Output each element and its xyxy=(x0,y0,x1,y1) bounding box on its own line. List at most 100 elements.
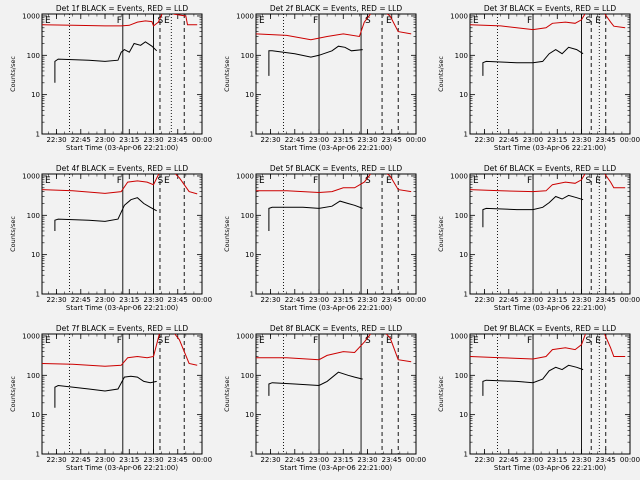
x-tick-label: 23:15 xyxy=(119,136,139,144)
x-axis-label: Start Time (03-Apr-06 22:21:00) xyxy=(494,144,606,152)
x-tick-label: 23:30 xyxy=(357,456,377,464)
x-tick-label: 23:45 xyxy=(596,136,616,144)
x-tick-label: 23:45 xyxy=(596,456,616,464)
x-tick-label: 23:00 xyxy=(95,136,115,144)
y-tick-label: 100 xyxy=(455,52,468,60)
y-axis-label: Counts/sec xyxy=(223,56,231,92)
x-tick-label: 22:45 xyxy=(285,136,305,144)
y-tick-label: 100 xyxy=(241,52,254,60)
y-tick-label: 1 xyxy=(36,451,40,459)
x-tick-label: 22:30 xyxy=(46,136,66,144)
region-label: E xyxy=(45,176,51,186)
x-tick-label: 23:45 xyxy=(382,456,402,464)
region-label: E xyxy=(595,336,601,346)
region-label: S xyxy=(586,16,592,26)
y-axis-label: Counts/sec xyxy=(223,216,231,252)
plot-frame xyxy=(255,333,417,455)
y-tick-label: 1000 xyxy=(236,172,254,180)
x-axis-label: Start Time (03-Apr-06 22:21:00) xyxy=(66,144,178,152)
region-label: E xyxy=(259,336,265,346)
panel-det-3: Det 3f BLACK = Events, RED = LLD Counts/s… xyxy=(437,4,640,152)
series-line-events xyxy=(54,197,157,231)
y-tick-label: 10 xyxy=(31,91,40,99)
series-line-events xyxy=(482,364,584,396)
region-label: E xyxy=(164,176,170,186)
plot-frame xyxy=(41,173,203,295)
series-line-lld xyxy=(470,174,626,193)
x-axis-label: Start Time (03-Apr-06 22:21:00) xyxy=(280,304,392,312)
y-tick-label: 1000 xyxy=(450,172,468,180)
y-tick-label: 100 xyxy=(27,212,40,220)
y-tick-label: 100 xyxy=(241,212,254,220)
region-label: S xyxy=(365,176,371,186)
x-axis-label: Start Time (03-Apr-06 22:21:00) xyxy=(494,464,606,472)
x-tick-label: 00:00 xyxy=(192,296,212,304)
panel-title: Det 4f BLACK = Events, RED = LLD xyxy=(56,164,189,173)
region-label: E xyxy=(45,16,51,26)
panel-title: Det 5f BLACK = Events, RED = LLD xyxy=(270,164,403,173)
region-label: F xyxy=(313,336,318,346)
y-tick-label: 100 xyxy=(27,52,40,60)
y-tick-label: 10 xyxy=(245,91,254,99)
region-label: E xyxy=(259,176,265,186)
x-tick-label: 22:30 xyxy=(474,456,494,464)
region-label: S xyxy=(365,16,371,26)
panel-title: Det 9f BLACK = Events, RED = LLD xyxy=(484,324,617,333)
region-label: E xyxy=(595,16,601,26)
series-line-lld xyxy=(42,174,198,195)
x-axis-label: Start Time (03-Apr-06 22:21:00) xyxy=(280,144,392,152)
region-label: S xyxy=(586,176,592,186)
x-tick-label: 23:30 xyxy=(143,296,163,304)
panel-title: Det 1f BLACK = Events, RED = LLD xyxy=(56,4,189,13)
y-tick-label: 100 xyxy=(27,372,40,380)
x-tick-label: 22:45 xyxy=(499,296,519,304)
x-tick-label: 22:30 xyxy=(46,456,66,464)
panel-title: Det 2f BLACK = Events, RED = LLD xyxy=(270,4,403,13)
x-tick-label: 23:15 xyxy=(547,136,567,144)
x-tick-label: 23:00 xyxy=(95,296,115,304)
x-tick-label: 00:00 xyxy=(192,136,212,144)
y-tick-label: 1000 xyxy=(450,12,468,20)
series-line-events xyxy=(54,41,158,83)
y-tick-label: 1 xyxy=(36,291,40,299)
y-tick-label: 10 xyxy=(245,411,254,419)
panel-det-4: Det 4f BLACK = Events, RED = LLD Counts/s… xyxy=(9,164,212,312)
panel-det-9: Det 9f BLACK = Events, RED = LLD Counts/s… xyxy=(437,324,640,472)
x-tick-label: 23:45 xyxy=(382,296,402,304)
panel-det-7: Det 7f BLACK = Events, RED = LLD Counts/s… xyxy=(9,324,212,472)
x-tick-label: 00:00 xyxy=(620,136,640,144)
x-tick-label: 23:30 xyxy=(357,136,377,144)
x-tick-label: 00:00 xyxy=(406,456,426,464)
x-tick-label: 23:00 xyxy=(309,136,329,144)
x-tick-label: 22:45 xyxy=(285,456,305,464)
y-tick-label: 100 xyxy=(455,212,468,220)
x-tick-label: 23:45 xyxy=(168,296,188,304)
series-line-lld xyxy=(470,14,626,31)
y-tick-label: 10 xyxy=(31,251,40,259)
x-tick-label: 22:30 xyxy=(260,136,280,144)
y-tick-label: 1 xyxy=(464,131,468,139)
x-tick-label: 23:45 xyxy=(168,136,188,144)
y-axis-label: Counts/sec xyxy=(437,216,445,252)
x-tick-label: 22:30 xyxy=(474,136,494,144)
y-axis-label: Counts/sec xyxy=(9,56,17,92)
x-tick-label: 23:30 xyxy=(143,136,163,144)
y-tick-label: 1 xyxy=(464,451,468,459)
series-line-lld xyxy=(256,334,412,363)
panel-det-2: Det 2f BLACK = Events, RED = LLD Counts/s… xyxy=(223,4,426,152)
x-tick-label: 00:00 xyxy=(192,456,212,464)
y-tick-label: 1000 xyxy=(22,12,40,20)
panel-det-6: Det 6f BLACK = Events, RED = LLD Counts/s… xyxy=(437,164,640,312)
y-tick-label: 10 xyxy=(459,411,468,419)
y-tick-label: 1 xyxy=(464,291,468,299)
region-label: E xyxy=(164,16,170,26)
panel-det-8: Det 8f BLACK = Events, RED = LLD Counts/s… xyxy=(223,324,426,472)
series-line-events xyxy=(268,371,363,396)
panel-det-1: Det 1f BLACK = Events, RED = LLD Counts/s… xyxy=(9,4,212,152)
x-axis-label: Start Time (03-Apr-06 22:21:00) xyxy=(494,304,606,312)
y-tick-label: 1 xyxy=(250,291,254,299)
y-axis-label: Counts/sec xyxy=(9,376,17,412)
region-label: F xyxy=(527,176,532,186)
x-tick-label: 23:00 xyxy=(95,456,115,464)
series-line-lld xyxy=(256,14,412,41)
